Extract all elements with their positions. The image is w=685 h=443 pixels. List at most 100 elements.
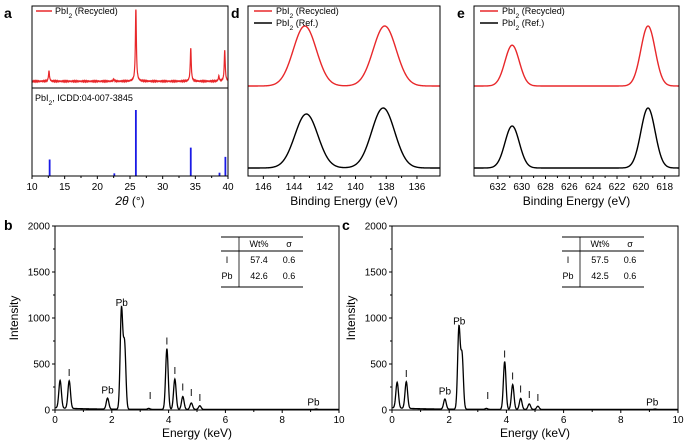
x-tick-label: 20 xyxy=(92,182,104,193)
table-cell: 0.6 xyxy=(624,255,637,265)
x-tick-label: 10 xyxy=(26,182,38,193)
y-axis-label: Intensity xyxy=(344,296,358,341)
panel-letter-d: d xyxy=(231,5,240,21)
table-cell: 42.6 xyxy=(250,271,268,281)
x-tick-label: 622 xyxy=(609,182,626,193)
x-tick-label: 4 xyxy=(166,415,172,426)
table-cell: Pb xyxy=(562,271,573,281)
x-tick-label: 624 xyxy=(585,182,602,193)
peak-annotation: Pb xyxy=(307,397,320,408)
table-header: Wt% xyxy=(250,239,269,249)
legend-label: PbI2 (Recycled) xyxy=(276,6,339,20)
xps-line-reference xyxy=(474,107,679,169)
table-cell: 57.5 xyxy=(591,255,609,265)
peak-annotation: I xyxy=(519,385,522,396)
y-tick-label: 0 xyxy=(44,406,50,417)
x-tick-label: 8 xyxy=(618,415,624,426)
xps-line-reference xyxy=(248,107,440,169)
peak-annotation: I xyxy=(198,393,201,404)
table-cell: 42.5 xyxy=(591,271,609,281)
peak-annotation: Pb xyxy=(101,385,114,396)
x-tick-label: 618 xyxy=(656,182,673,193)
x-tick-label: 0 xyxy=(389,415,395,426)
table-cell: 57.4 xyxy=(250,255,268,265)
peak-annotation: I xyxy=(486,391,489,402)
x-tick-label: 10 xyxy=(672,415,684,426)
x-tick-label: 630 xyxy=(513,182,530,193)
peak-annotation: I xyxy=(68,368,71,379)
table-cell: I xyxy=(226,255,229,265)
x-tick-label: 2 xyxy=(109,415,115,426)
peak-annotation: Pb xyxy=(453,316,466,327)
x-tick-label: 136 xyxy=(409,182,426,193)
peak-annotation: I xyxy=(149,391,152,402)
y-tick-label: 500 xyxy=(370,360,387,371)
y-tick-label: 1500 xyxy=(28,268,51,279)
y-tick-label: 1500 xyxy=(365,268,388,279)
x-tick-label: 25 xyxy=(124,182,136,193)
y-tick-label: 0 xyxy=(381,406,387,417)
x-tick-label: 4 xyxy=(504,415,510,426)
x-tick-label: 146 xyxy=(255,182,272,193)
x-tick-label: 144 xyxy=(286,182,303,193)
xrd-recycled-line xyxy=(31,9,229,84)
x-tick-label: 2 xyxy=(446,415,452,426)
peak-annotation: I xyxy=(190,388,193,399)
y-tick-label: 1000 xyxy=(28,314,51,325)
y-tick-label: 2000 xyxy=(365,222,388,233)
x-tick-label: 0 xyxy=(52,415,58,426)
panel-b-frame xyxy=(54,225,340,411)
peak-annotation: I xyxy=(528,390,531,401)
peak-annotation: I xyxy=(181,383,184,394)
x-tick-label: 140 xyxy=(347,182,364,193)
y-axis-label: Intensity xyxy=(7,296,21,341)
x-tick-label: 15 xyxy=(59,182,71,193)
x-tick-label: 6 xyxy=(223,415,229,426)
x-tick-label: 10 xyxy=(333,415,345,426)
panel-d-frame xyxy=(247,5,441,177)
x-tick-label: 620 xyxy=(633,182,650,193)
panel-e-frame xyxy=(473,5,680,177)
x-tick-label: 626 xyxy=(561,182,578,193)
panel-letter-c: c xyxy=(342,217,350,233)
reference-label: PbI2, ICDD:04-007-3845 xyxy=(35,93,133,107)
panel-c-frame xyxy=(391,225,679,411)
x-tick-label: 40 xyxy=(222,182,234,193)
panel-letter-b: b xyxy=(4,217,13,233)
table-cell: 0.6 xyxy=(283,271,296,281)
x-axis-label: Energy (keV) xyxy=(162,426,232,440)
y-tick-label: 500 xyxy=(33,360,50,371)
peak-annotation: Pb xyxy=(116,298,129,309)
table-cell: I xyxy=(567,255,570,265)
peak-annotation: Pb xyxy=(646,397,659,408)
table-header: Wt% xyxy=(591,239,610,249)
panel-letter-a: a xyxy=(4,5,12,21)
x-tick-label: 632 xyxy=(489,182,506,193)
table-cell: 0.6 xyxy=(283,255,296,265)
x-axis-label: Binding Energy (eV) xyxy=(523,194,630,208)
table-header: σ xyxy=(627,239,633,249)
y-tick-label: 1000 xyxy=(365,314,388,325)
legend-label: PbI2 (Ref.) xyxy=(502,18,544,32)
peak-annotation: I xyxy=(503,350,506,361)
y-tick-label: 2000 xyxy=(28,222,51,233)
x-axis-label: Binding Energy (eV) xyxy=(290,194,397,208)
table-header: σ xyxy=(286,239,292,249)
x-tick-label: 628 xyxy=(537,182,554,193)
x-axis-label: 2θ (°) xyxy=(114,194,144,208)
x-tick-label: 8 xyxy=(279,415,285,426)
peak-annotation: I xyxy=(536,393,539,404)
peak-annotation: I xyxy=(511,372,514,383)
x-tick-label: 6 xyxy=(561,415,567,426)
legend-label: PbI2 (Recycled) xyxy=(502,6,565,20)
x-tick-label: 138 xyxy=(378,182,395,193)
panel-letter-e: e xyxy=(457,5,465,21)
table-cell: 0.6 xyxy=(624,271,637,281)
x-tick-label: 30 xyxy=(157,182,169,193)
xps-line-recycled xyxy=(248,25,440,87)
legend-label-recycled: PbI2 (Recycled) xyxy=(55,6,118,20)
eds-spectrum-line xyxy=(392,324,678,411)
table-cell: Pb xyxy=(221,271,232,281)
peak-annotation: I xyxy=(405,369,408,380)
